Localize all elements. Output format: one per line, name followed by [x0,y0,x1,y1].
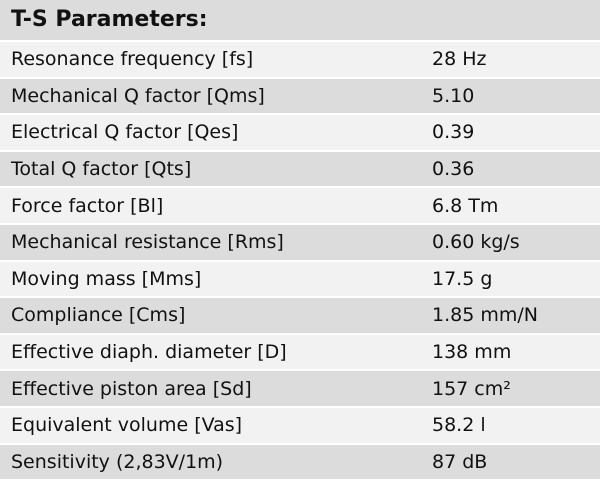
parameter-label: Mechanical resistance [Rms] [11,231,284,254]
parameter-value: 157 cm² [432,377,511,400]
table-row: Effective diaph. diameter [D] 138 mm [0,332,600,370]
parameter-label: Resonance frequency [fs] [11,48,254,71]
parameter-value: 1.85 mm/N [432,304,538,327]
table-row: Equivalent volume [Vas] 58.2 l [0,405,600,443]
parameter-label: Total Q factor [Qts] [11,158,192,181]
table-row: Mechanical resistance [Rms] 0.60 kg/s [0,222,600,260]
parameter-label: Compliance [Cms] [11,304,186,327]
table-row: Compliance [Cms] 1.85 mm/N [0,296,600,333]
parameter-value: 58.2 l [432,414,486,437]
parameter-label: Moving mass [Mms] [11,267,202,290]
parameter-label: Effective piston area [Sd] [11,377,252,400]
table-row: Sensitivity (2,83V/1m) 87 dB [0,442,600,480]
parameter-value: 28 Hz [432,48,487,71]
parameter-label: Mechanical Q factor [Qms] [11,84,265,107]
parameter-label: Equivalent volume [Vas] [11,414,243,437]
table-row: Effective piston area [Sd] 157 cm² [0,369,600,406]
table-body: Resonance frequency [fs] 28 Hz Mechanical … [0,40,600,480]
parameter-value: 138 mm [432,341,512,364]
parameter-value: 6.8 Tm [432,194,499,217]
table-row: Force factor [Bl] 6.8 Tm [0,186,600,223]
parameter-value: 0.39 [432,121,475,144]
parameter-value: 87 dB [432,450,488,473]
table-row: Resonance frequency [fs] 28 Hz [0,40,600,77]
parameter-label: Force factor [Bl] [11,194,164,217]
table-title: T-S Parameters: [0,0,600,40]
table-row: Total Q factor [Qts] 0.36 [0,149,600,187]
table-row: Moving mass [Mms] 17.5 g [0,259,600,297]
parameter-value: 0.36 [432,158,475,181]
table-row: Electrical Q factor [Qes] 0.39 [0,113,600,150]
table-row: Mechanical Q factor [Qms] 5.10 [0,76,600,114]
parameter-value: 17.5 g [432,267,493,290]
parameter-label: Sensitivity (2,83V/1m) [11,450,224,473]
parameter-value: 0.60 kg/s [432,231,520,254]
parameter-label: Electrical Q factor [Qes] [11,121,239,144]
parameter-value: 5.10 [432,84,475,107]
parameter-label: Effective diaph. diameter [D] [11,341,287,364]
